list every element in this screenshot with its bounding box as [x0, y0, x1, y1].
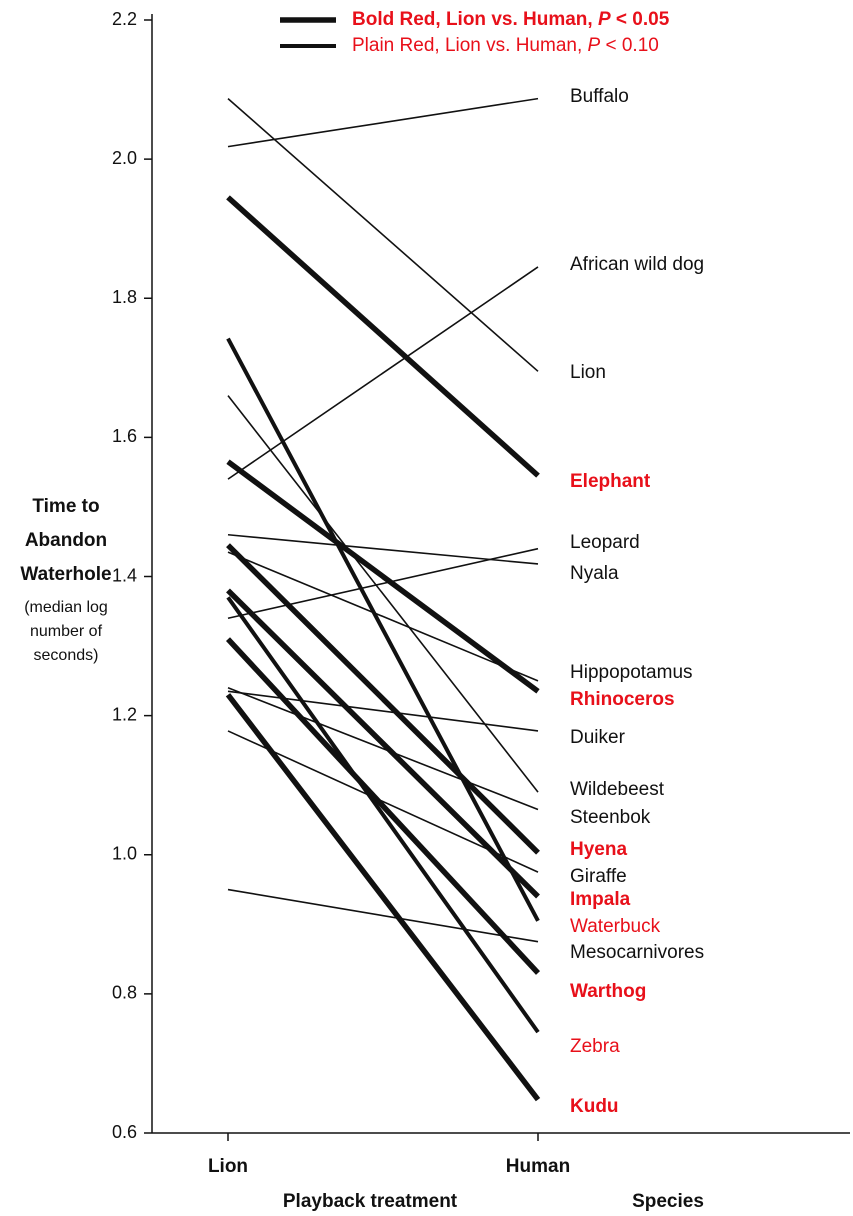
legend-text: P	[598, 9, 611, 30]
slope-line	[227, 547, 539, 620]
species-label: Zebra	[570, 1036, 620, 1057]
slope-line	[226, 596, 540, 1034]
y-tick-label: 1.8	[112, 287, 137, 307]
species-label: Species	[632, 1191, 704, 1212]
slope-line	[227, 395, 539, 793]
slope-line	[225, 637, 541, 975]
legend-text: < 0.10	[600, 35, 659, 56]
species-label: Buffalo	[570, 86, 629, 107]
species-label: Mesocarnivores	[570, 942, 704, 963]
legend-label: Plain Red, Lion vs. Human, P < 0.10	[352, 35, 659, 56]
slope-line	[226, 543, 540, 855]
species-label: Hyena	[570, 839, 627, 860]
slope-line	[225, 693, 541, 1102]
species-label: Waterbuck	[570, 916, 661, 937]
y-axis-label: Abandon	[25, 530, 107, 551]
slope-line	[227, 98, 539, 372]
species-label: Hippopotamus	[570, 662, 693, 683]
species-label: Elephant	[570, 471, 651, 492]
slope-line	[227, 97, 539, 148]
x-axis-label: Playback treatment	[283, 1191, 458, 1212]
species-label: Giraffe	[570, 866, 627, 887]
species-label: Warthog	[570, 981, 646, 1002]
slope-line	[226, 195, 540, 478]
slope-line	[227, 266, 539, 480]
species-label: Leopard	[570, 532, 640, 553]
legend-label: Bold Red, Lion vs. Human, P < 0.05	[352, 9, 670, 30]
slope-line	[227, 533, 539, 565]
y-tick-label: 1.6	[112, 426, 137, 446]
y-tick-label: 1.0	[112, 844, 137, 864]
y-tick-label: 2.2	[112, 9, 137, 29]
slope-line	[227, 687, 539, 811]
slope-line	[226, 459, 540, 694]
species-label: Wildebeest	[570, 779, 665, 800]
slope-line	[227, 888, 539, 943]
legend-text: Bold Red, Lion vs. Human,	[352, 9, 598, 30]
legend-text: P	[588, 35, 601, 56]
y-tick-label: 0.8	[112, 983, 137, 1003]
species-label: Nyala	[570, 563, 619, 584]
species-label: Kudu	[570, 1096, 619, 1117]
slope-line	[227, 551, 539, 682]
y-tick-label: 1.4	[112, 565, 137, 585]
y-axis-sublabel: number of	[30, 623, 103, 640]
y-axis-label: Waterhole	[20, 564, 111, 585]
y-axis-label: Time to	[32, 496, 99, 517]
y-tick-label: 2.0	[112, 148, 137, 168]
legend-text: Plain Red, Lion vs. Human,	[352, 35, 588, 56]
species-label: African wild dog	[570, 254, 704, 275]
x-tick-label: Human	[506, 1156, 570, 1177]
y-tick-label: 0.6	[112, 1122, 137, 1142]
species-label: Steenbok	[570, 807, 651, 828]
legend-text: < 0.05	[611, 9, 670, 30]
species-label: Rhinoceros	[570, 689, 675, 710]
slope-line	[226, 588, 540, 899]
species-label: Duiker	[570, 727, 626, 748]
y-tick-label: 1.2	[112, 704, 137, 724]
species-label: Impala	[570, 889, 631, 910]
species-label: Lion	[570, 362, 606, 383]
y-axis-sublabel: seconds)	[34, 647, 99, 664]
y-axis-sublabel: (median log	[24, 599, 108, 616]
slope-line	[226, 337, 540, 922]
x-tick-label: Lion	[208, 1156, 248, 1177]
